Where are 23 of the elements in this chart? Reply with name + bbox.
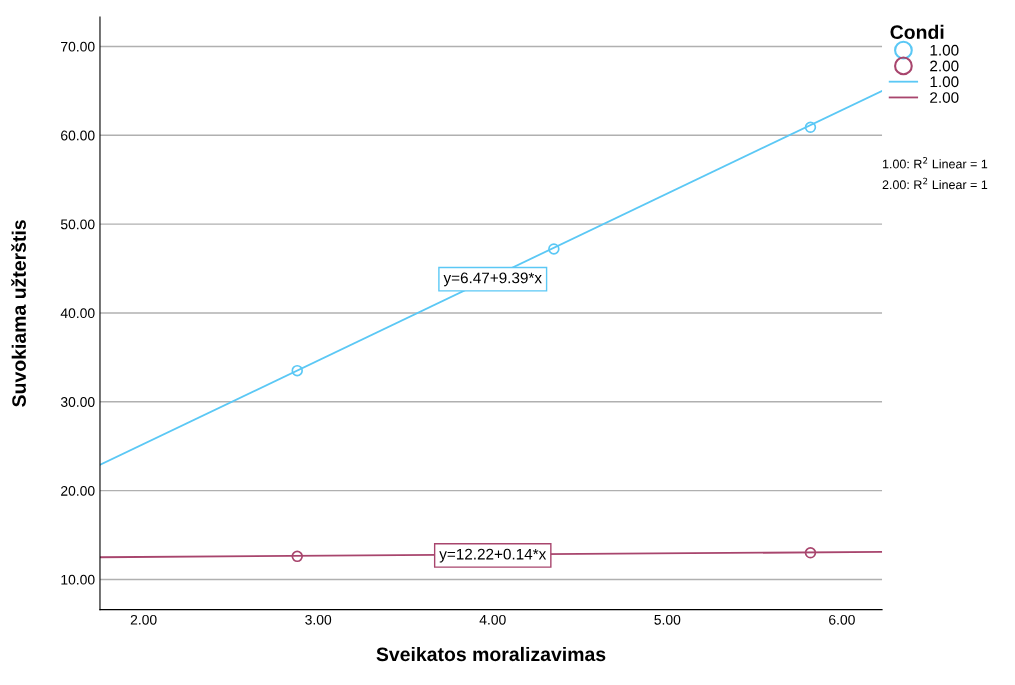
x-tick-label: 2.00 xyxy=(130,614,157,625)
text: 2.00: R$^{2}$ Linear = 1 xyxy=(882,177,988,190)
legend-label: 2.00 xyxy=(930,60,959,72)
y-tick-label: 60.00 xyxy=(61,130,95,141)
x-tick-label: 6.00 xyxy=(829,614,855,625)
legend-label: 1.00 xyxy=(930,76,959,88)
annotation: y=12.22+0.14*x xyxy=(439,548,547,563)
text: 1.00: R$^{2}$ Linear = 1 xyxy=(882,157,988,169)
y-tick-label: 40.00 xyxy=(60,308,95,319)
y-tick-label: 20.00 xyxy=(61,485,95,496)
x-tick-label: 3.00 xyxy=(305,614,332,625)
y-tick-label: 50.00 xyxy=(60,219,95,230)
y-axis-title: Suvokiama užterštis xyxy=(11,220,26,407)
y-tick-label: 10.00 xyxy=(61,574,95,585)
legend-title: Condi xyxy=(890,24,944,40)
legend-label: 1.00 xyxy=(930,44,959,56)
x-tick-label: 5.00 xyxy=(654,614,681,625)
y-tick-label: 70.00 xyxy=(61,41,95,52)
x-axis-title: Sveikatos moralizavimas xyxy=(376,646,606,662)
annotation: y=6.47+9.39*x xyxy=(443,272,542,287)
legend-label: 2.00 xyxy=(930,92,959,103)
x-tick-label: 4.00 xyxy=(479,614,506,625)
y-tick-label: 30.00 xyxy=(60,397,95,407)
